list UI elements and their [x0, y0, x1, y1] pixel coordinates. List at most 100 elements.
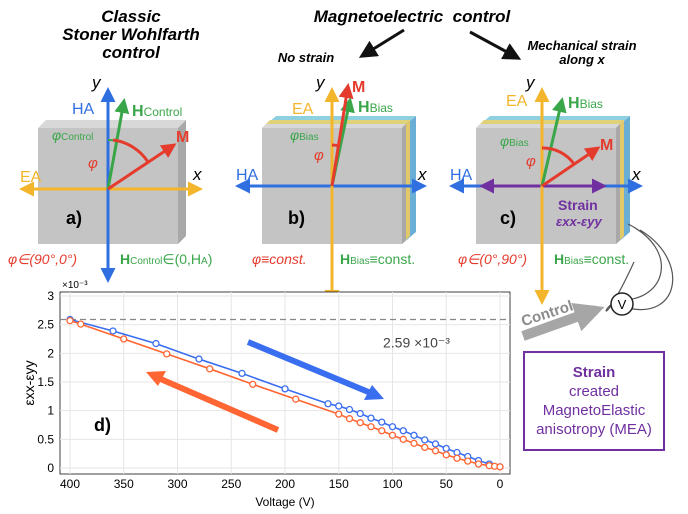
data-point [399, 435, 407, 443]
data-point [249, 380, 257, 388]
x-label: x [417, 165, 427, 184]
data-point [77, 320, 85, 328]
m-vector [107, 143, 177, 191]
ha-label: HA [450, 167, 473, 184]
y-tick-label: 1.5 [37, 375, 54, 389]
data-point [464, 457, 472, 465]
condition-phi: φ≡const. [252, 251, 307, 267]
x-label: x [631, 165, 641, 184]
data-point [195, 355, 203, 363]
panel-tag: a) [66, 208, 82, 228]
data-point [356, 409, 364, 418]
data-point [399, 427, 407, 435]
data-point [378, 427, 386, 435]
mea-line-3: MagnetoElastic [542, 402, 646, 419]
strain-label: Strain [558, 197, 598, 213]
data-point [421, 436, 429, 444]
data-point [410, 431, 418, 439]
voltmeter-label: V [618, 297, 627, 312]
data-point [335, 410, 343, 418]
m-label: M [600, 137, 613, 154]
y-label: y [315, 73, 326, 92]
arrow-to-strain [469, 30, 522, 60]
data-point [152, 339, 160, 348]
m-label: M [352, 79, 365, 96]
data-point [356, 419, 364, 427]
mea-line-2: created [568, 383, 620, 400]
data-point [378, 418, 386, 426]
x-tick-label: 350 [114, 477, 134, 491]
x-axis-label: Voltage (V) [255, 495, 314, 509]
ha-label: HA [72, 101, 95, 118]
y-exponent: ×10⁻³ [62, 280, 88, 291]
arrow-to-no-strain [358, 28, 405, 58]
panel-c: x y EA HA HBias M φBias φ c) Strain εxx-… [449, 73, 643, 305]
data-point [474, 460, 483, 468]
title-classic-1: Classic [101, 7, 161, 26]
data-point [453, 454, 461, 462]
phi-bias-label: φBias [500, 133, 529, 149]
x-tick-label: 400 [60, 477, 80, 491]
title-strain-2: along x [559, 52, 605, 67]
data-point [324, 400, 332, 408]
chart-series [66, 315, 504, 471]
data-point [335, 402, 343, 410]
y-tick-label: 3 [47, 289, 54, 303]
h-label: HBias [358, 99, 393, 116]
ea-label: EA [292, 101, 314, 118]
control-arrow: Control [519, 298, 605, 341]
data-point [410, 439, 418, 447]
phi-control-label: φControl [52, 127, 93, 143]
title-strain-1: Mechanical strain [527, 38, 636, 53]
trend-arrowhead-up [364, 385, 384, 400]
phi-label: φ [88, 155, 98, 172]
m-label: M [176, 129, 189, 146]
ha-label: HA [236, 167, 259, 184]
mea-line-1: Strain [572, 364, 616, 381]
m-vector [541, 146, 601, 188]
data-point [163, 350, 171, 358]
condition-phi: φ∈(90°,0°) [8, 251, 77, 267]
y-label: y [91, 73, 102, 92]
panel-tag: c) [500, 208, 516, 228]
y-tick-label: 2.5 [37, 318, 54, 332]
ea-label: EA [506, 93, 528, 110]
chart-grid [60, 292, 510, 474]
trend-arrowhead-down [146, 371, 166, 386]
data-point [431, 447, 440, 455]
panel-a: x y HA EA HControl φControl φ M a) φ∈(90… [8, 73, 212, 283]
title-classic-2: Stoner Wohlfarth [62, 25, 200, 44]
y-tick-label: 0 [47, 461, 54, 475]
data-point [388, 423, 397, 431]
data-point [388, 431, 397, 439]
panel-tag-d: d) [94, 415, 111, 435]
y-axis-label: εxx-εyy [21, 360, 37, 405]
h-control-vector [106, 98, 130, 190]
data-point [345, 405, 354, 414]
x-tick-label: 0 [497, 477, 504, 491]
panel-tag: b) [288, 208, 305, 228]
data-point [120, 335, 128, 343]
data-point [238, 369, 246, 378]
m-vector [330, 83, 354, 187]
chart-d: 400 350 300 250 200 150 100 50 0 0 0.5 1 1.5 2 2.5 3 2.… [21, 280, 511, 509]
voltmeter [610, 292, 634, 316]
mea-box: Strain created MagnetoElastic anisotropy… [523, 351, 665, 451]
data-point [496, 463, 504, 471]
chart-ticks: 400 350 300 250 200 150 100 50 0 0 0.5 1 1.5 2 2.5 3 [37, 289, 503, 491]
trend-arrow-down [154, 374, 280, 433]
reference-label: 2.59 ×10⁻³ [383, 335, 450, 351]
title-no-strain: No strain [278, 50, 334, 65]
x-tick-label: 250 [221, 477, 241, 491]
data-point [367, 414, 375, 422]
data-point [442, 451, 450, 459]
data-point [367, 423, 375, 431]
y-label: y [525, 73, 536, 92]
h-label: HBias [568, 95, 603, 112]
ea-label: EA [20, 169, 42, 186]
data-point [345, 415, 354, 423]
data-point [206, 365, 214, 373]
data-point [109, 327, 117, 335]
data-point [292, 395, 300, 403]
